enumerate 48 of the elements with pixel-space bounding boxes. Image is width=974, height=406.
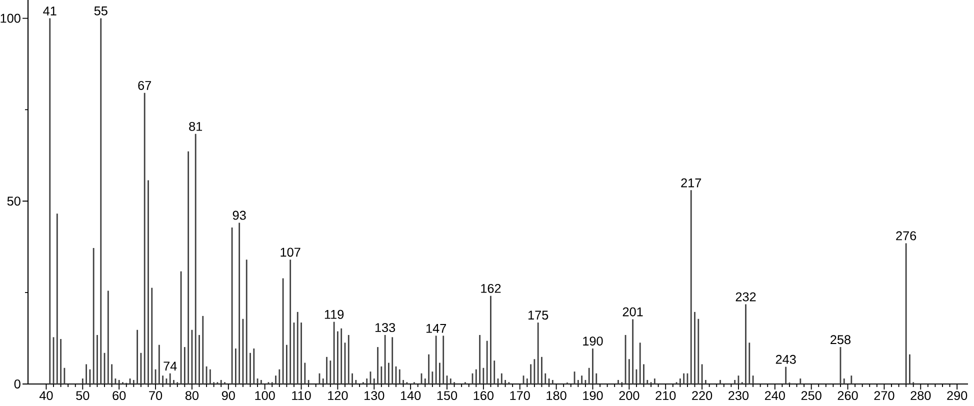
x-tick-label: 140 <box>400 391 421 400</box>
x-tick-label: 230 <box>728 391 749 400</box>
annotation: 276 <box>896 231 916 240</box>
x-tick-label: 260 <box>838 391 858 400</box>
annotation: 55 <box>94 6 108 16</box>
annotation: 175 <box>528 310 548 320</box>
annotation: 190 <box>583 336 603 346</box>
x-tick-label: 60 <box>112 391 126 400</box>
annotation: 243 <box>776 354 796 364</box>
x-tick-label: 100 <box>255 391 275 400</box>
y-tick-label: 0 <box>14 380 20 388</box>
x-tick-label: 80 <box>185 391 199 400</box>
annotation: 162 <box>481 284 501 293</box>
annotation: 67 <box>138 80 152 90</box>
annotation: 201 <box>622 307 643 316</box>
x-tick-label: 150 <box>437 391 458 400</box>
x-tick-label: 270 <box>874 391 894 400</box>
x-tick-label: 40 <box>39 391 53 400</box>
x-tick-label: 280 <box>910 391 931 400</box>
annotation: 147 <box>426 324 446 333</box>
x-tick-label: 200 <box>619 391 640 400</box>
annotation: 133 <box>375 323 396 332</box>
x-tick-label: 50 <box>76 391 90 400</box>
x-tick-label: 110 <box>292 391 311 400</box>
annotation: 217 <box>681 178 702 188</box>
annotation: 74 <box>164 362 177 370</box>
x-tick-label: 70 <box>149 391 162 400</box>
annotation: 258 <box>830 335 851 344</box>
x-tick-label: 90 <box>222 391 235 400</box>
annotation: 41 <box>43 6 56 16</box>
x-tick-label: 120 <box>328 391 348 400</box>
x-tick-label: 210 <box>656 391 676 400</box>
y-tick-label: 100 <box>0 14 20 23</box>
x-tick-label: 130 <box>364 391 384 400</box>
y-tick-label: 50 <box>7 196 20 206</box>
annotation: 93 <box>232 210 246 220</box>
x-tick-label: 190 <box>583 391 603 400</box>
x-tick-label: 240 <box>764 391 785 400</box>
x-tick-label: 220 <box>692 391 712 400</box>
annotation: 119 <box>324 310 344 319</box>
annotation: 232 <box>736 292 756 302</box>
x-tick-label: 250 <box>801 391 822 400</box>
annotation: 107 <box>280 248 300 257</box>
x-tick-label: 180 <box>546 391 566 400</box>
x-tick-label: 160 <box>474 391 494 400</box>
x-tick-label: 290 <box>947 391 968 400</box>
x-tick-label: 170 <box>510 391 530 400</box>
annotation: 81 <box>189 122 202 131</box>
